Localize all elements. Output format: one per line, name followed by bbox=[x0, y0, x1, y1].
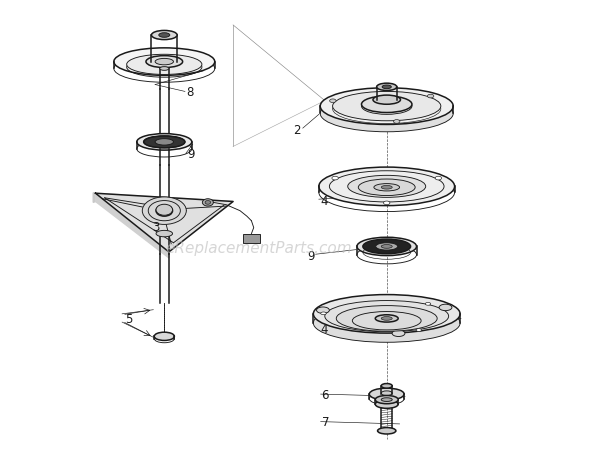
Ellipse shape bbox=[348, 176, 426, 198]
Ellipse shape bbox=[333, 92, 441, 122]
Ellipse shape bbox=[320, 89, 453, 125]
Text: 4: 4 bbox=[320, 194, 327, 207]
Text: eReplacementParts.com: eReplacementParts.com bbox=[165, 241, 352, 255]
Ellipse shape bbox=[373, 96, 401, 105]
Ellipse shape bbox=[205, 201, 211, 205]
Polygon shape bbox=[96, 194, 233, 252]
Ellipse shape bbox=[159, 34, 170, 38]
FancyBboxPatch shape bbox=[242, 235, 260, 244]
Ellipse shape bbox=[375, 396, 398, 404]
Ellipse shape bbox=[320, 96, 453, 133]
Ellipse shape bbox=[127, 55, 202, 75]
Ellipse shape bbox=[142, 197, 186, 225]
Ellipse shape bbox=[155, 140, 173, 146]
Ellipse shape bbox=[146, 56, 183, 68]
Ellipse shape bbox=[156, 206, 172, 217]
Text: 5: 5 bbox=[125, 312, 133, 325]
Ellipse shape bbox=[381, 384, 392, 388]
Text: 7: 7 bbox=[322, 415, 329, 428]
Ellipse shape bbox=[392, 330, 405, 337]
Ellipse shape bbox=[143, 137, 185, 149]
Ellipse shape bbox=[382, 86, 391, 90]
Ellipse shape bbox=[137, 134, 192, 151]
Ellipse shape bbox=[155, 59, 173, 66]
Ellipse shape bbox=[325, 301, 448, 332]
Ellipse shape bbox=[369, 388, 404, 400]
Ellipse shape bbox=[375, 315, 398, 322]
Ellipse shape bbox=[374, 184, 399, 191]
Ellipse shape bbox=[439, 305, 452, 311]
Text: 8: 8 bbox=[186, 86, 194, 99]
Ellipse shape bbox=[362, 97, 412, 113]
Polygon shape bbox=[93, 193, 96, 203]
Ellipse shape bbox=[381, 245, 392, 249]
Ellipse shape bbox=[319, 168, 455, 206]
Polygon shape bbox=[96, 194, 169, 258]
Ellipse shape bbox=[394, 120, 400, 124]
Text: 9: 9 bbox=[307, 249, 314, 262]
Text: 9: 9 bbox=[187, 147, 195, 161]
Ellipse shape bbox=[435, 177, 441, 180]
Ellipse shape bbox=[336, 306, 437, 331]
Ellipse shape bbox=[425, 303, 431, 306]
Ellipse shape bbox=[332, 177, 338, 180]
Ellipse shape bbox=[427, 95, 434, 99]
Ellipse shape bbox=[381, 391, 392, 396]
Ellipse shape bbox=[376, 243, 398, 251]
Ellipse shape bbox=[358, 179, 415, 196]
Text: 6: 6 bbox=[322, 388, 329, 401]
Ellipse shape bbox=[313, 295, 460, 333]
Ellipse shape bbox=[330, 100, 336, 103]
Ellipse shape bbox=[316, 307, 329, 313]
Ellipse shape bbox=[160, 67, 169, 71]
Ellipse shape bbox=[384, 202, 390, 205]
Ellipse shape bbox=[152, 31, 177, 40]
Ellipse shape bbox=[416, 329, 422, 332]
Ellipse shape bbox=[313, 304, 460, 342]
Ellipse shape bbox=[202, 199, 214, 207]
Ellipse shape bbox=[363, 240, 411, 254]
Ellipse shape bbox=[357, 238, 417, 256]
Ellipse shape bbox=[381, 186, 392, 190]
Ellipse shape bbox=[381, 398, 392, 402]
Ellipse shape bbox=[381, 317, 392, 320]
Ellipse shape bbox=[156, 205, 172, 216]
Text: 4: 4 bbox=[320, 322, 327, 335]
Ellipse shape bbox=[378, 428, 396, 434]
Ellipse shape bbox=[376, 84, 397, 91]
Ellipse shape bbox=[114, 49, 215, 76]
Ellipse shape bbox=[154, 332, 175, 341]
Text: 2: 2 bbox=[293, 123, 301, 136]
Ellipse shape bbox=[321, 312, 326, 315]
Ellipse shape bbox=[156, 231, 172, 237]
Ellipse shape bbox=[375, 400, 398, 409]
Text: 3: 3 bbox=[152, 221, 159, 234]
